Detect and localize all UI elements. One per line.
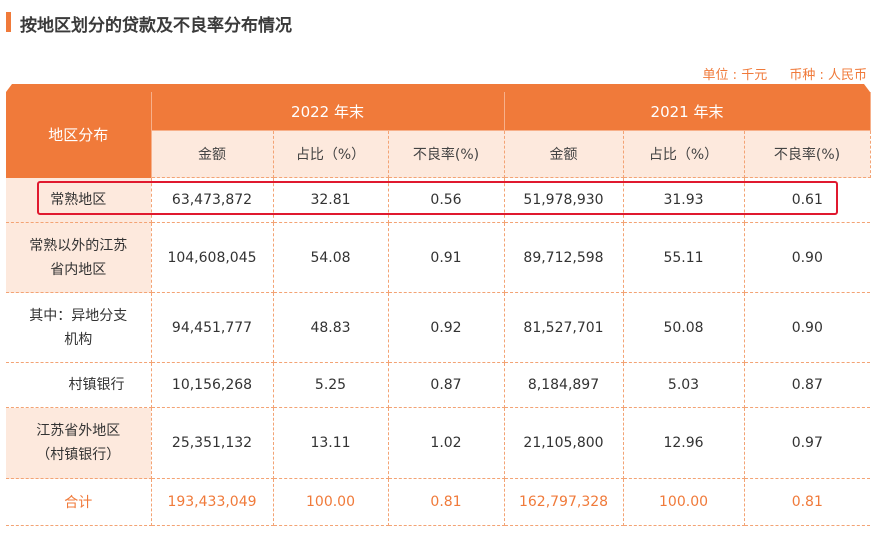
value-cell: 25,351,132	[151, 407, 274, 479]
header-year-2021: 2021 年末	[504, 92, 871, 131]
value-cell: 0.87	[388, 362, 505, 408]
table-header-banner	[6, 84, 870, 92]
value-cell: 89,712,598	[504, 222, 624, 293]
loan-distribution-table: 地区分布 2022 年末 2021 年末 金额 占比（%） 不良率(%) 金额 …	[6, 92, 871, 526]
region-cell: 常熟地区	[6, 177, 152, 223]
header-year-2022: 2022 年末	[151, 92, 505, 131]
currency-label: 币种 : 人民币	[789, 68, 867, 83]
value-cell: 0.56	[388, 177, 505, 223]
region-cell: 江苏省外地区 （村镇银行）	[6, 407, 152, 479]
value-cell: 12.96	[623, 407, 745, 479]
value-cell: 54.08	[273, 222, 389, 293]
value-cell: 0.91	[388, 222, 505, 293]
col-amount-2021: 金额	[504, 130, 624, 178]
header-region: 地区分布	[6, 92, 152, 178]
value-cell: 55.11	[623, 222, 745, 293]
value-cell: 31.93	[623, 177, 745, 223]
value-cell: 13.11	[273, 407, 389, 479]
total-row: 合计 193,433,049 100.00 0.81 162,797,328 1…	[6, 478, 871, 526]
region-cell: 其中：异地分支 机构	[6, 292, 152, 363]
unit-label: 单位 : 千元	[702, 68, 768, 83]
value-cell: 81,527,701	[504, 292, 624, 363]
value-cell: 10,156,268	[151, 362, 274, 408]
total-cell: 193,433,049	[151, 478, 274, 526]
value-cell: 0.90	[744, 292, 871, 363]
title-accent-bar	[6, 12, 11, 32]
total-label: 合计	[6, 478, 152, 526]
col-share-2022: 占比（%）	[273, 130, 389, 178]
total-cell: 0.81	[744, 478, 871, 526]
value-cell: 48.83	[273, 292, 389, 363]
value-cell: 0.87	[744, 362, 871, 408]
total-cell: 0.81	[388, 478, 505, 526]
table-row: 江苏省外地区 （村镇银行） 25,351,132 13.11 1.02 21,1…	[6, 407, 871, 479]
region-cell: 村镇银行	[6, 362, 152, 408]
table-row: 常熟以外的江苏 省内地区 104,608,045 54.08 0.91 89,7…	[6, 222, 871, 293]
page-title: 按地区划分的贷款及不良率分布情况	[20, 16, 292, 36]
unit-currency-note: 单位 : 千元 币种 : 人民币	[703, 64, 867, 83]
value-cell: 63,473,872	[151, 177, 274, 223]
value-cell: 5.03	[623, 362, 745, 408]
total-cell: 100.00	[623, 478, 745, 526]
table-row: 村镇银行 10,156,268 5.25 0.87 8,184,897 5.03…	[6, 362, 871, 408]
value-cell: 94,451,777	[151, 292, 274, 363]
region-cell: 常熟以外的江苏 省内地区	[6, 222, 152, 293]
table-row: 其中：异地分支 机构 94,451,777 48.83 0.92 81,527,…	[6, 292, 871, 363]
col-npl-2021: 不良率(%)	[744, 130, 871, 178]
value-cell: 0.90	[744, 222, 871, 293]
value-cell: 21,105,800	[504, 407, 624, 479]
value-cell: 8,184,897	[504, 362, 624, 408]
table-row: 常熟地区 63,473,872 32.81 0.56 51,978,930 31…	[6, 177, 871, 223]
col-share-2021: 占比（%）	[623, 130, 745, 178]
value-cell: 0.61	[744, 177, 871, 223]
value-cell: 51,978,930	[504, 177, 624, 223]
col-amount-2022: 金额	[151, 130, 274, 178]
col-npl-2022: 不良率(%)	[388, 130, 505, 178]
total-cell: 162,797,328	[504, 478, 624, 526]
value-cell: 50.08	[623, 292, 745, 363]
value-cell: 5.25	[273, 362, 389, 408]
value-cell: 1.02	[388, 407, 505, 479]
value-cell: 0.92	[388, 292, 505, 363]
value-cell: 0.97	[744, 407, 871, 479]
total-cell: 100.00	[273, 478, 389, 526]
value-cell: 104,608,045	[151, 222, 274, 293]
value-cell: 32.81	[273, 177, 389, 223]
